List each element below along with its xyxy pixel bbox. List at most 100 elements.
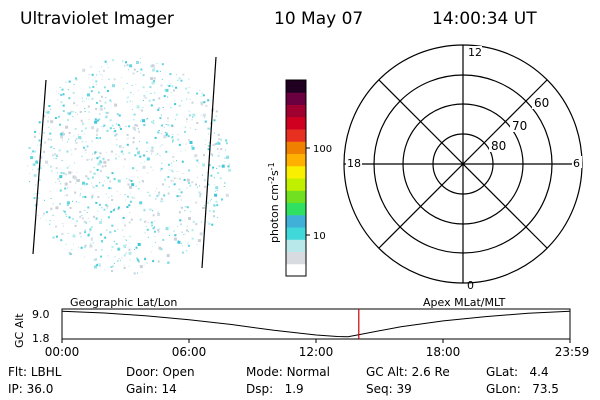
emission-pixel (53, 219, 55, 221)
emission-pixel (209, 200, 211, 202)
emission-pixel (72, 234, 76, 238)
emission-pixel (84, 111, 86, 113)
emission-pixel (86, 93, 90, 97)
emission-pixel (103, 160, 107, 164)
emission-pixel (155, 154, 157, 156)
status-door-label: Door: (126, 365, 159, 379)
emission-pixel (37, 168, 40, 171)
emission-pixel (85, 221, 88, 224)
emission-pixel (82, 122, 83, 124)
emission-pixel (215, 110, 218, 113)
emission-pixel (138, 141, 140, 143)
colorbar-label-10: 10 (313, 231, 326, 242)
emission-pixel (33, 174, 37, 177)
emission-pixel (168, 186, 170, 188)
emission-pixel (123, 235, 125, 237)
emission-pixel (207, 127, 210, 130)
emission-pixel (186, 178, 190, 182)
emission-pixel (140, 62, 141, 64)
emission-pixel (59, 133, 62, 136)
emission-pixel (162, 107, 164, 108)
emission-pixel (132, 137, 135, 139)
emission-pixel (72, 116, 74, 118)
emission-pixel (89, 243, 91, 245)
emission-pixel (50, 209, 52, 211)
emission-pixel (123, 166, 125, 168)
emission-pixel (151, 224, 154, 227)
emission-pixel (74, 127, 77, 130)
emission-pixel (165, 133, 168, 136)
emission-pixel (118, 114, 121, 117)
emission-pixel (101, 126, 103, 128)
emission-pixel (67, 119, 69, 122)
status-glon-label: GLon: (486, 382, 521, 396)
emission-pixel (100, 105, 103, 108)
emission-pixel (77, 113, 78, 115)
emission-pixel (216, 148, 219, 150)
emission-pixel (163, 126, 165, 128)
emission-pixel (212, 155, 214, 157)
emission-pixel (160, 198, 163, 201)
emission-pixel (195, 201, 198, 204)
emission-pixel (167, 176, 170, 178)
emission-pixel (110, 266, 113, 268)
emission-pixel (105, 193, 107, 195)
emission-pixel (94, 258, 97, 261)
emission-pixel (148, 208, 150, 210)
emission-pixel (124, 65, 126, 67)
emission-pixel (109, 99, 112, 102)
auroral-emission-speckles (27, 57, 232, 275)
emission-pixel (150, 77, 154, 80)
emission-pixel (210, 153, 213, 156)
emission-pixel (171, 136, 174, 139)
emission-pixel (143, 124, 146, 127)
emission-pixel (69, 207, 72, 209)
emission-pixel (117, 208, 120, 211)
emission-pixel (128, 69, 129, 71)
emission-pixel (180, 79, 183, 82)
emission-pixel (209, 210, 211, 212)
emission-pixel (93, 152, 96, 155)
emission-pixel (62, 172, 65, 175)
emission-pixel (44, 199, 45, 201)
emission-pixel (95, 107, 98, 110)
emission-pixel (115, 157, 117, 160)
emission-pixel (176, 171, 178, 172)
emission-pixel (129, 212, 131, 214)
emission-pixel (225, 142, 228, 145)
emission-pixel (75, 137, 78, 140)
emission-pixel (93, 167, 95, 169)
emission-pixel (131, 84, 133, 86)
emission-pixel (152, 122, 155, 125)
emission-pixel (122, 60, 124, 62)
emission-pixel (98, 71, 100, 73)
emission-pixel (45, 211, 48, 214)
colorbar-swatch (286, 214, 306, 228)
emission-pixel (75, 182, 77, 184)
emission-pixel (82, 123, 85, 125)
emission-pixel (218, 137, 221, 140)
emission-pixel (82, 68, 86, 72)
emission-pixel (94, 151, 97, 154)
emission-pixel (172, 155, 175, 158)
emission-pixel (30, 156, 34, 160)
emission-pixel (78, 246, 79, 248)
emission-pixel (182, 73, 185, 76)
emission-pixel (47, 120, 49, 123)
emission-pixel (53, 148, 55, 149)
emission-pixel (78, 202, 80, 203)
emission-pixel (170, 83, 172, 85)
emission-pixel (66, 150, 69, 153)
emission-pixel (92, 215, 95, 218)
emission-pixel (132, 72, 135, 75)
emission-pixel (165, 227, 169, 231)
emission-pixel (178, 104, 181, 107)
emission-pixel (81, 215, 83, 217)
emission-pixel (67, 112, 70, 115)
emission-pixel (133, 68, 136, 71)
emission-pixel (91, 73, 94, 76)
emission-pixel (38, 192, 40, 194)
colorbar-unit-label: photon cm-2s-1 (267, 162, 281, 243)
emission-pixel (136, 170, 138, 172)
emission-pixel (137, 259, 140, 262)
